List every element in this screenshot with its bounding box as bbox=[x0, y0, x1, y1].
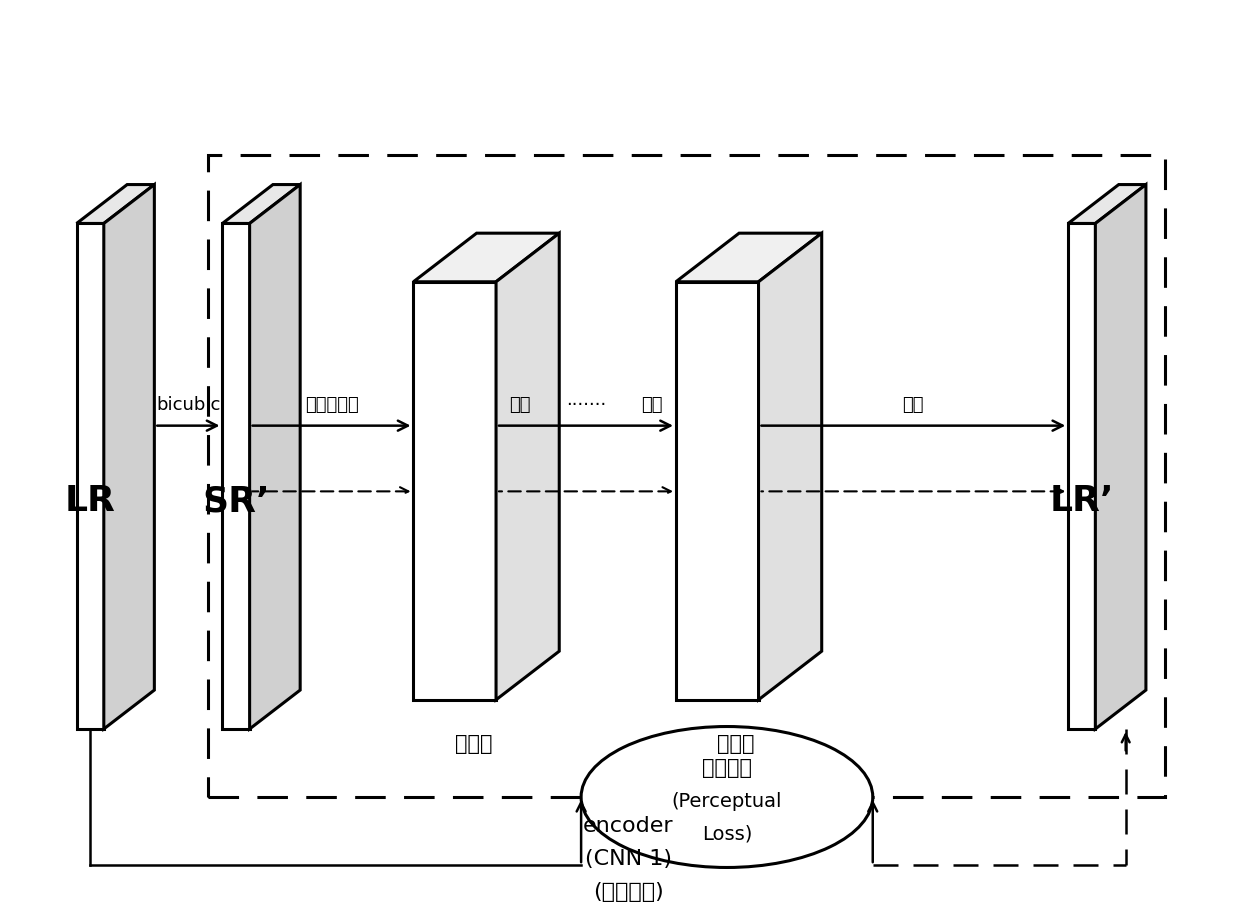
Text: (Perceptual: (Perceptual bbox=[672, 792, 782, 811]
Text: LR’: LR’ bbox=[1049, 484, 1114, 518]
Polygon shape bbox=[1068, 184, 1146, 223]
Text: 亚像素卷积: 亚像素卷积 bbox=[305, 396, 358, 414]
Text: 卷积: 卷积 bbox=[903, 396, 924, 414]
Text: ·······: ······· bbox=[565, 396, 606, 414]
Polygon shape bbox=[104, 184, 154, 729]
Polygon shape bbox=[496, 233, 559, 700]
Polygon shape bbox=[676, 282, 759, 700]
Polygon shape bbox=[222, 223, 249, 729]
Polygon shape bbox=[413, 282, 496, 700]
Polygon shape bbox=[77, 184, 154, 223]
Text: 卷积: 卷积 bbox=[510, 396, 531, 414]
Polygon shape bbox=[1095, 184, 1146, 729]
Polygon shape bbox=[759, 233, 822, 700]
Text: 卷积: 卷积 bbox=[641, 396, 663, 414]
Text: Loss): Loss) bbox=[702, 824, 753, 844]
Polygon shape bbox=[1068, 223, 1095, 729]
Polygon shape bbox=[222, 184, 300, 223]
Text: SR’: SR’ bbox=[202, 484, 270, 518]
Text: 感知损失: 感知损失 bbox=[702, 758, 751, 778]
Text: 特征图: 特征图 bbox=[718, 734, 755, 754]
Polygon shape bbox=[77, 223, 104, 729]
Polygon shape bbox=[249, 184, 300, 729]
Ellipse shape bbox=[582, 727, 873, 868]
Polygon shape bbox=[676, 233, 822, 282]
Polygon shape bbox=[413, 233, 559, 282]
Text: 特征图: 特征图 bbox=[455, 734, 492, 754]
Text: bicubic: bicubic bbox=[156, 396, 221, 414]
Text: encoder
(CNN 1)
(参数固定): encoder (CNN 1) (参数固定) bbox=[583, 817, 673, 902]
Text: LR: LR bbox=[64, 484, 115, 518]
Bar bbox=[208, 156, 1166, 797]
